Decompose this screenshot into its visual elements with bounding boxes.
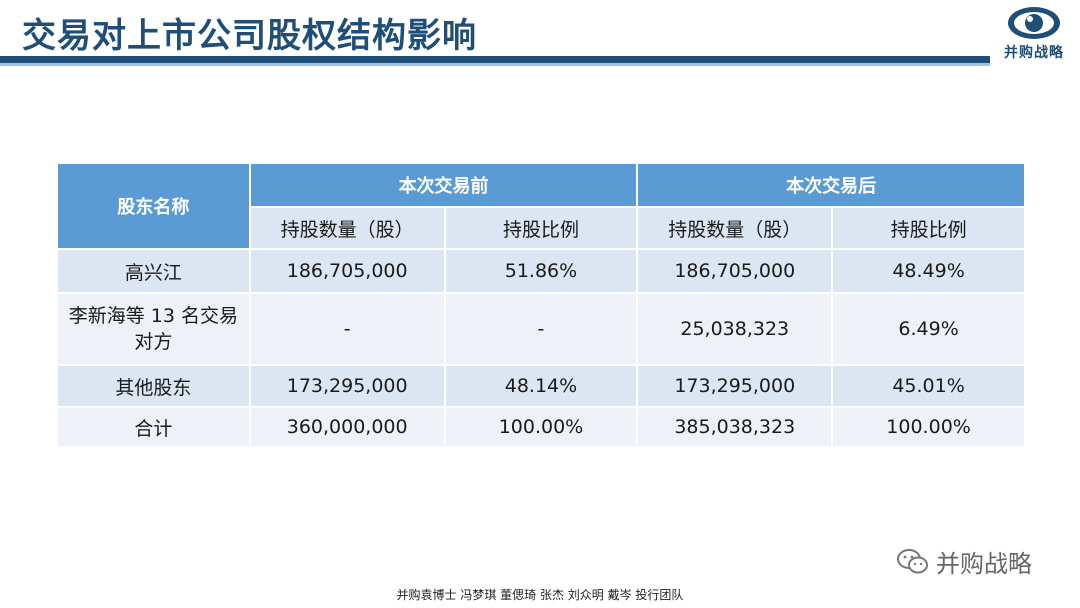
header-before-transaction: 本次交易前 [250, 164, 637, 206]
cell-pct-before: 100.00% [445, 408, 637, 446]
subheader-qty-before: 持股数量（股） [250, 208, 444, 248]
title-underline [0, 56, 990, 63]
cell-name: 其他股东 [58, 366, 249, 406]
cell-name: 李新海等 13 名交易对方 [58, 294, 249, 364]
eye-icon [1008, 7, 1060, 39]
cell-qty-before: 360,000,000 [250, 408, 444, 446]
cell-qty-after: 186,705,000 [638, 250, 832, 292]
cell-pct-after: 45.01% [833, 366, 1024, 406]
header-after-transaction: 本次交易后 [638, 164, 1024, 206]
shareholding-table: 股东名称 本次交易前 本次交易后 持股数量（股） 持股比例 持股数量（股） 持股… [56, 162, 1026, 448]
cell-qty-before: 186,705,000 [250, 250, 444, 292]
cell-qty-after: 25,038,323 [638, 294, 832, 364]
cell-pct-after: 6.49% [833, 294, 1024, 364]
page-title: 交易对上市公司股权结构影响 [22, 16, 477, 56]
cell-qty-after: 173,295,000 [638, 366, 832, 406]
subheader-qty-after: 持股数量（股） [638, 208, 832, 248]
title-underline-accent [0, 63, 990, 66]
cell-pct-after: 100.00% [833, 408, 1024, 446]
table-row: 其他股东 173,295,000 48.14% 173,295,000 45.0… [58, 366, 1024, 406]
subheader-pct-after: 持股比例 [833, 208, 1024, 248]
cell-qty-before: - [250, 294, 444, 364]
brand-logo: 并购战略 [998, 4, 1070, 70]
watermark-text: 并购战略 [936, 550, 1032, 578]
cell-qty-before: 173,295,000 [250, 366, 444, 406]
logo-text: 并购战略 [1004, 45, 1064, 61]
header-shareholder-name: 股东名称 [58, 164, 249, 248]
table-row: 合计 360,000,000 100.00% 385,038,323 100.0… [58, 408, 1024, 446]
cell-qty-after: 385,038,323 [638, 408, 832, 446]
cell-pct-after: 48.49% [833, 250, 1024, 292]
cell-pct-before: 51.86% [445, 250, 637, 292]
subheader-pct-before: 持股比例 [445, 208, 637, 248]
table-row: 李新海等 13 名交易对方 - - 25,038,323 6.49% [58, 294, 1024, 364]
cell-pct-before: 48.14% [445, 366, 637, 406]
footer-credits: 并购袁博士 冯梦琪 董偲琦 张杰 刘众明 戴岑 投行团队 [396, 588, 684, 602]
watermark: 并购战略 [896, 544, 1032, 579]
table-row: 高兴江 186,705,000 51.86% 186,705,000 48.49… [58, 250, 1024, 292]
cell-name: 合计 [58, 408, 249, 446]
cell-pct-before: - [445, 294, 637, 364]
wechat-icon [897, 548, 928, 573]
cell-name: 高兴江 [58, 250, 249, 292]
